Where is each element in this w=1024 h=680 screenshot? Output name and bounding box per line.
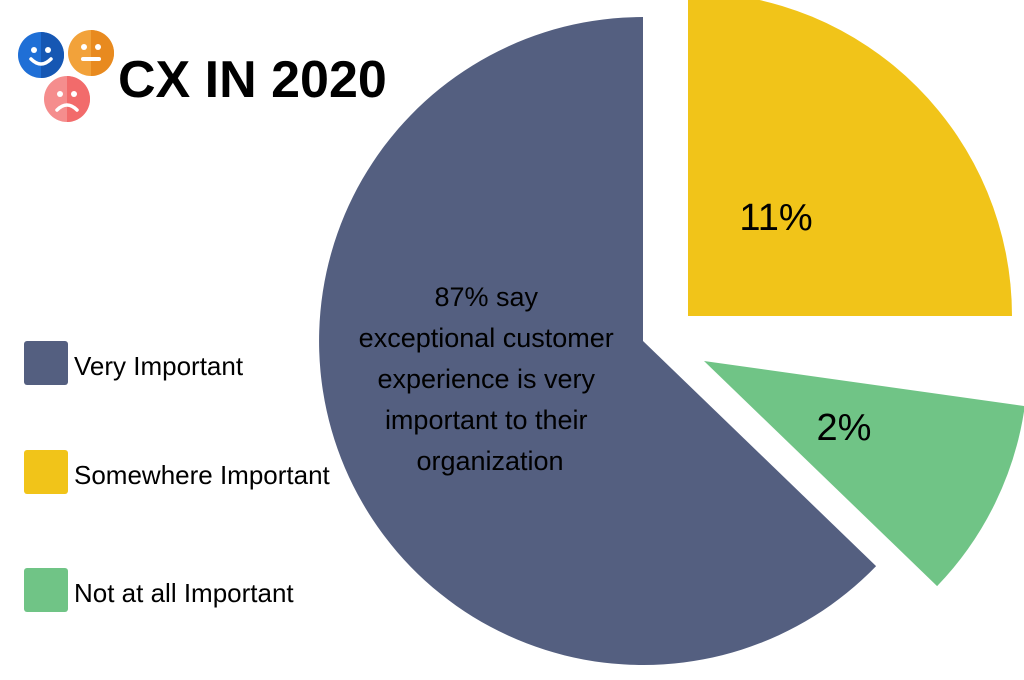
legend-item-not-at-all-important: Not at all Important [24,568,364,612]
slice-label-line: experience is very [377,364,595,394]
legend-item-very-important: Very Important [24,341,364,385]
slice-label-line: exceptional customer [359,323,614,353]
slice-label-line: 87% say [434,282,538,312]
neutral-face-icon [68,30,114,76]
slice-label-not-at-all-important: 2% [817,407,872,449]
legend-swatch [24,568,68,612]
slice-label-line: 11% [739,197,812,239]
legend-label: Very Important [74,351,244,381]
legend-swatch [24,341,68,385]
emoji-faces-logo [18,30,118,125]
happy-face-icon [18,32,64,78]
slice-label-somewhere-important: 11% [739,197,812,239]
pie-slice-not-at-all-important [704,361,1024,587]
chart-title: CX IN 2020 [118,51,387,109]
slice-label-line: important to their [385,405,588,435]
legend-label: Somewhere Important [74,460,330,490]
slice-label-line: organization [416,446,563,476]
legend-label: Not at all Important [74,578,294,608]
slice-label-line: 2% [817,407,872,449]
sad-face-icon [44,76,90,122]
legend-item-somewhere-important: Somewhere Important [24,450,364,494]
pie-slice-somewhere-important [688,0,1012,316]
legend-swatch [24,450,68,494]
pie-slice-very-important [319,17,877,665]
slice-label-very-important: 87% say exceptional customer experience … [359,282,622,476]
